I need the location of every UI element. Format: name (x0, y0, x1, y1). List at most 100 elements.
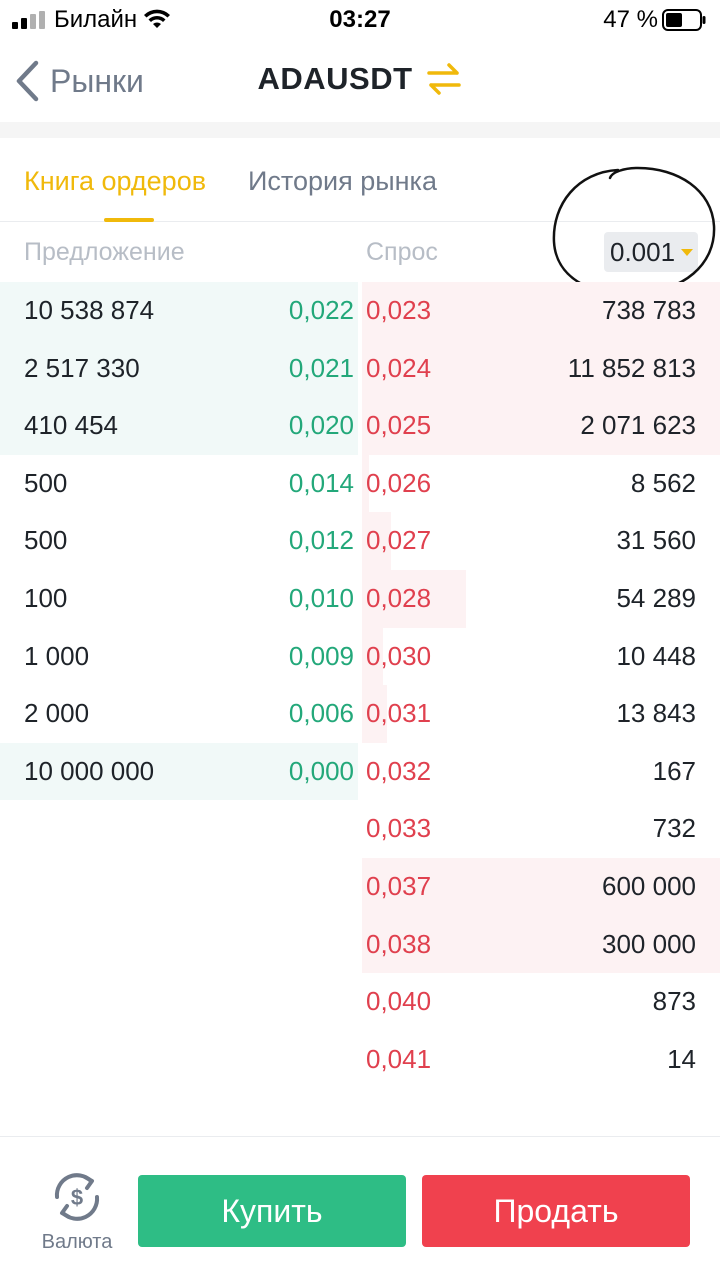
tab-bar: Книга ордеров История рынка (0, 138, 720, 222)
sell-button[interactable]: Продать (422, 1175, 690, 1247)
ask-quantity: 167 (652, 755, 696, 786)
bid-row[interactable]: 2 000 0,006 (0, 685, 358, 743)
ask-quantity: 10 448 (616, 640, 696, 671)
swap-arrows-icon[interactable] (425, 60, 463, 98)
tab-order-book[interactable]: Книга ордеров (24, 166, 207, 196)
currency-exchange-icon: $ (54, 1173, 100, 1221)
pair-selector[interactable]: ADAUSDT (0, 60, 720, 98)
precision-dropdown[interactable]: 0.001 (604, 232, 698, 272)
ask-row[interactable]: 167 0,032 (362, 743, 720, 801)
bid-list: 10 538 874 0,022 2 517 330 0,021 410 454 0,02… (0, 282, 358, 801)
bid-quantity: 10 000 000 (24, 755, 155, 786)
bid-row[interactable]: 1 000 0,009 (0, 628, 358, 686)
ask-price: 0,031 (366, 698, 432, 729)
signal-strength-icon (12, 11, 48, 29)
bid-row[interactable]: 500 0,014 (0, 455, 358, 513)
ask-price: 0,041 (366, 1043, 432, 1074)
bid-price: 0,012 (288, 525, 354, 556)
ask-column-header: Спрос (366, 238, 438, 266)
tab-market-history[interactable]: История рынка (248, 166, 437, 196)
ask-row[interactable]: 732 0,033 (362, 800, 720, 858)
ask-price: 0,027 (366, 525, 432, 556)
ask-price: 0,037 (366, 870, 432, 901)
ask-depth-bar (362, 282, 720, 340)
bid-column-header: Предложение (24, 238, 185, 266)
ask-price: 0,032 (366, 755, 432, 786)
bid-price: 0,020 (288, 410, 354, 441)
bid-quantity: 410 454 (24, 410, 118, 441)
ask-price: 0,040 (366, 986, 432, 1017)
back-button[interactable]: Рынки (14, 56, 144, 106)
bid-row[interactable]: 100 0,010 (0, 570, 358, 628)
order-book-header: Предложение Спрос 0.001 (0, 222, 720, 282)
bid-row[interactable]: 10 538 874 0,022 (0, 282, 358, 340)
back-label: Рынки (50, 62, 144, 99)
ask-row[interactable]: 11 852 813 0,024 (362, 339, 720, 398)
bid-row[interactable]: 500 0,012 (0, 512, 358, 570)
navigation-bar: Рынки ADAUSDT (0, 42, 720, 122)
ask-quantity: 13 843 (616, 698, 696, 729)
ask-list: 738 783 0,023 11 852 813 0,024 2 071 623 0,02… (362, 282, 720, 1088)
ask-quantity: 14 (667, 1043, 696, 1074)
status-bar: Билайн 03:27 47 % (0, 0, 720, 42)
page-title: ADAUSDT (257, 61, 413, 96)
bid-quantity: 500 (24, 525, 68, 556)
bid-quantity: 1 000 (24, 640, 90, 671)
ask-depth-bar (362, 454, 370, 513)
ask-price: 0,023 (366, 295, 432, 325)
ask-quantity: 2 071 623 (580, 410, 696, 441)
ask-depth-bar (362, 512, 391, 570)
bid-price: 0,006 (288, 698, 354, 729)
ask-quantity: 300 000 (602, 928, 696, 959)
ask-row[interactable]: 873 0,040 (362, 973, 720, 1031)
bid-depth-bar (0, 742, 358, 801)
ask-row[interactable]: 54 289 0,028 (362, 569, 720, 628)
ask-quantity: 873 (652, 986, 696, 1017)
status-time: 03:27 (329, 6, 391, 33)
bid-price: 0,009 (288, 640, 354, 671)
ask-quantity: 11 852 813 (567, 352, 696, 383)
ask-depth-bar (362, 915, 720, 974)
ask-depth-bar (362, 397, 720, 455)
bid-depth-bar (0, 339, 358, 398)
bid-depth-bar (0, 397, 358, 455)
bid-price: 0,014 (288, 467, 354, 498)
currency-button[interactable]: $ Валюта (32, 1167, 122, 1254)
currency-label: Валюта (41, 1231, 113, 1253)
bid-depth-bar (0, 282, 358, 340)
ask-row[interactable]: 14 0,041 (362, 1031, 720, 1089)
bid-quantity: 2 000 (24, 698, 90, 729)
ask-row[interactable]: 2 071 623 0,025 (362, 397, 720, 455)
bottom-action-bar: $ Валюта Купить Продать (0, 1136, 720, 1280)
ask-row[interactable]: 10 448 0,030 (362, 627, 720, 686)
bid-row[interactable]: 410 454 0,020 (0, 397, 358, 455)
ask-quantity: 31 560 (616, 525, 696, 556)
battery-icon (662, 9, 706, 31)
ask-row[interactable]: 600 000 0,037 (362, 857, 720, 916)
ask-row[interactable]: 31 560 0,027 (362, 512, 720, 570)
ask-row[interactable]: 8 562 0,026 (362, 454, 720, 513)
svg-text:$: $ (71, 1185, 83, 1210)
ask-row[interactable]: 738 783 0,023 (362, 282, 720, 340)
ask-quantity: 738 783 (602, 295, 696, 325)
battery-percentage: 47 % (603, 6, 658, 33)
active-tab-indicator (104, 218, 154, 222)
ask-price: 0,033 (366, 813, 432, 844)
bid-quantity: 500 (24, 467, 68, 498)
ask-row[interactable]: 13 843 0,031 (362, 685, 720, 743)
bid-row[interactable]: 10 000 000 0,000 (0, 742, 358, 801)
bid-quantity: 2 517 330 (24, 352, 140, 383)
ask-depth-bar (362, 857, 720, 916)
bid-quantity: 100 (24, 582, 68, 613)
ask-price: 0,028 (366, 582, 432, 613)
ask-price: 0,025 (366, 410, 432, 441)
ask-depth-bar (362, 569, 466, 628)
bid-row[interactable]: 2 517 330 0,021 (0, 339, 358, 398)
wifi-icon (144, 9, 170, 28)
buy-button[interactable]: Купить (138, 1175, 406, 1247)
ask-quantity: 8 562 (630, 467, 696, 498)
ask-quantity: 54 289 (616, 582, 696, 613)
ask-depth-bar (362, 685, 388, 743)
ask-price: 0,024 (366, 352, 432, 383)
ask-row[interactable]: 300 000 0,038 (362, 915, 720, 974)
